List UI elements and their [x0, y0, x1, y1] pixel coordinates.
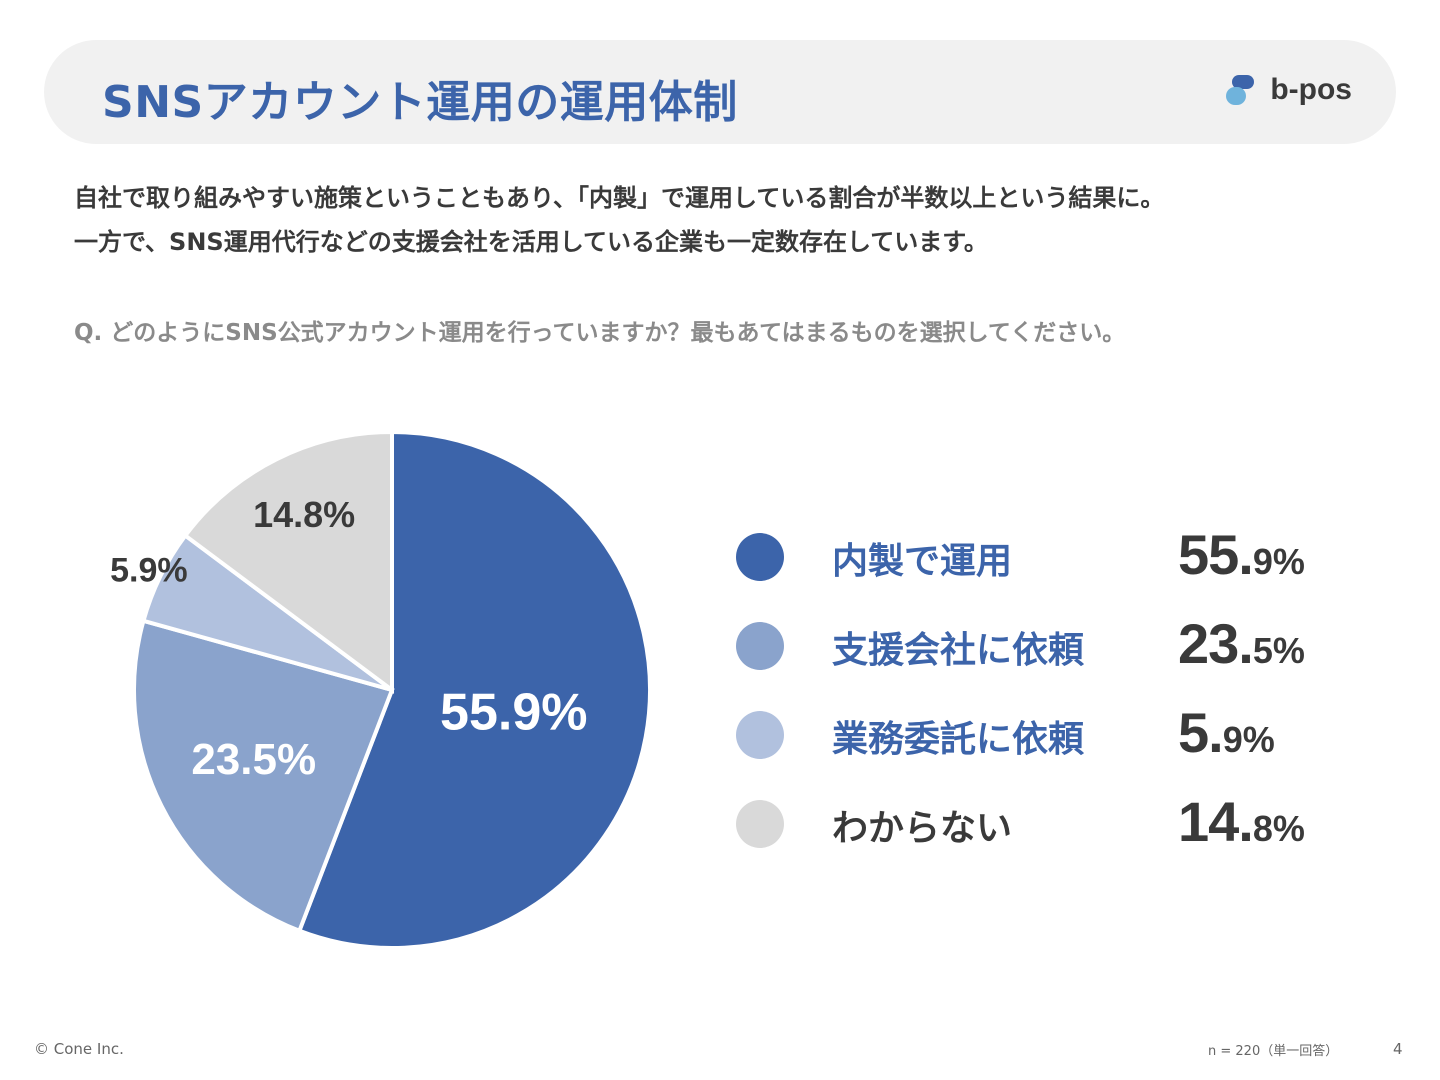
page-title: SNSアカウント運用の運用体制	[102, 77, 738, 128]
legend-item: 支援会社に依頼 23.5%	[736, 601, 1356, 690]
b-pos-logo-icon	[1226, 75, 1255, 105]
lead-line-2: 一方で、SNS運用代行などの支援会社を活用している企業も一定数存在しています。	[74, 228, 988, 256]
pie-chart: 55.9% 23.5% 5.9% 14.8%	[110, 429, 652, 950]
legend-value-int: 5.	[1178, 701, 1224, 764]
legend-value: 14.8%	[1178, 789, 1305, 854]
legend-label: 支援会社に依頼	[832, 630, 1085, 671]
legend-item: 業務委託に依頼 5.9%	[736, 690, 1356, 779]
lead-text: 自社で取り組みやすい施策ということもあり、「内製」で運用している割合が半数以上と…	[74, 176, 1394, 264]
legend-value-int: 23.	[1178, 612, 1254, 675]
pie-slice-label: 23.5%	[191, 735, 316, 784]
chart-legend: 内製で運用 55.9% 支援会社に依頼 23.5% 業務委託に依頼 5.9% わ…	[736, 512, 1356, 868]
legend-item: 内製で運用 55.9%	[736, 512, 1356, 601]
legend-value: 55.9%	[1178, 522, 1305, 587]
logo-text: b-pos	[1270, 73, 1352, 106]
legend-item: わからない 14.8%	[736, 779, 1356, 868]
legend-swatch	[736, 711, 784, 759]
pie-slice-label: 5.9%	[110, 552, 188, 590]
legend-label: 内製で運用	[832, 541, 1013, 582]
copyright: © Cone Inc.	[34, 1040, 124, 1058]
pie-slice	[296, 429, 652, 950]
lead-line-1: 自社で取り組みやすい施策ということもあり、「内製」で運用している割合が半数以上と…	[74, 184, 1165, 212]
pie-slice-label: 14.8%	[253, 494, 355, 535]
pie-slice-label: 55.9%	[440, 684, 587, 742]
legend-value: 23.5%	[1178, 611, 1305, 676]
legend-value-dec: 9%	[1222, 719, 1275, 760]
legend-swatch	[736, 622, 784, 670]
legend-value-dec: 8%	[1252, 808, 1305, 849]
logo: b-pos	[1224, 73, 1352, 107]
survey-question: Q. どのようにSNS公式アカウント運用を行っていますか？最もあてはまるものを選…	[74, 320, 1126, 346]
legend-label: わからない	[832, 808, 1013, 849]
pie-slice	[182, 429, 394, 694]
header-bar: SNSアカウント運用の運用体制 b-pos	[44, 40, 1396, 144]
legend-value-int: 55.	[1178, 523, 1254, 586]
pie-slice	[132, 618, 395, 934]
legend-value-dec: 9%	[1252, 541, 1305, 582]
legend-value-int: 14.	[1178, 790, 1254, 853]
legend-value: 5.9%	[1178, 700, 1275, 765]
legend-swatch	[736, 800, 784, 848]
page-number: 4	[1393, 1040, 1403, 1058]
legend-swatch	[736, 533, 784, 581]
legend-label: 業務委託に依頼	[832, 719, 1085, 760]
legend-value-dec: 5%	[1252, 630, 1305, 671]
sample-size: n = 220（単一回答）	[1208, 1044, 1339, 1059]
